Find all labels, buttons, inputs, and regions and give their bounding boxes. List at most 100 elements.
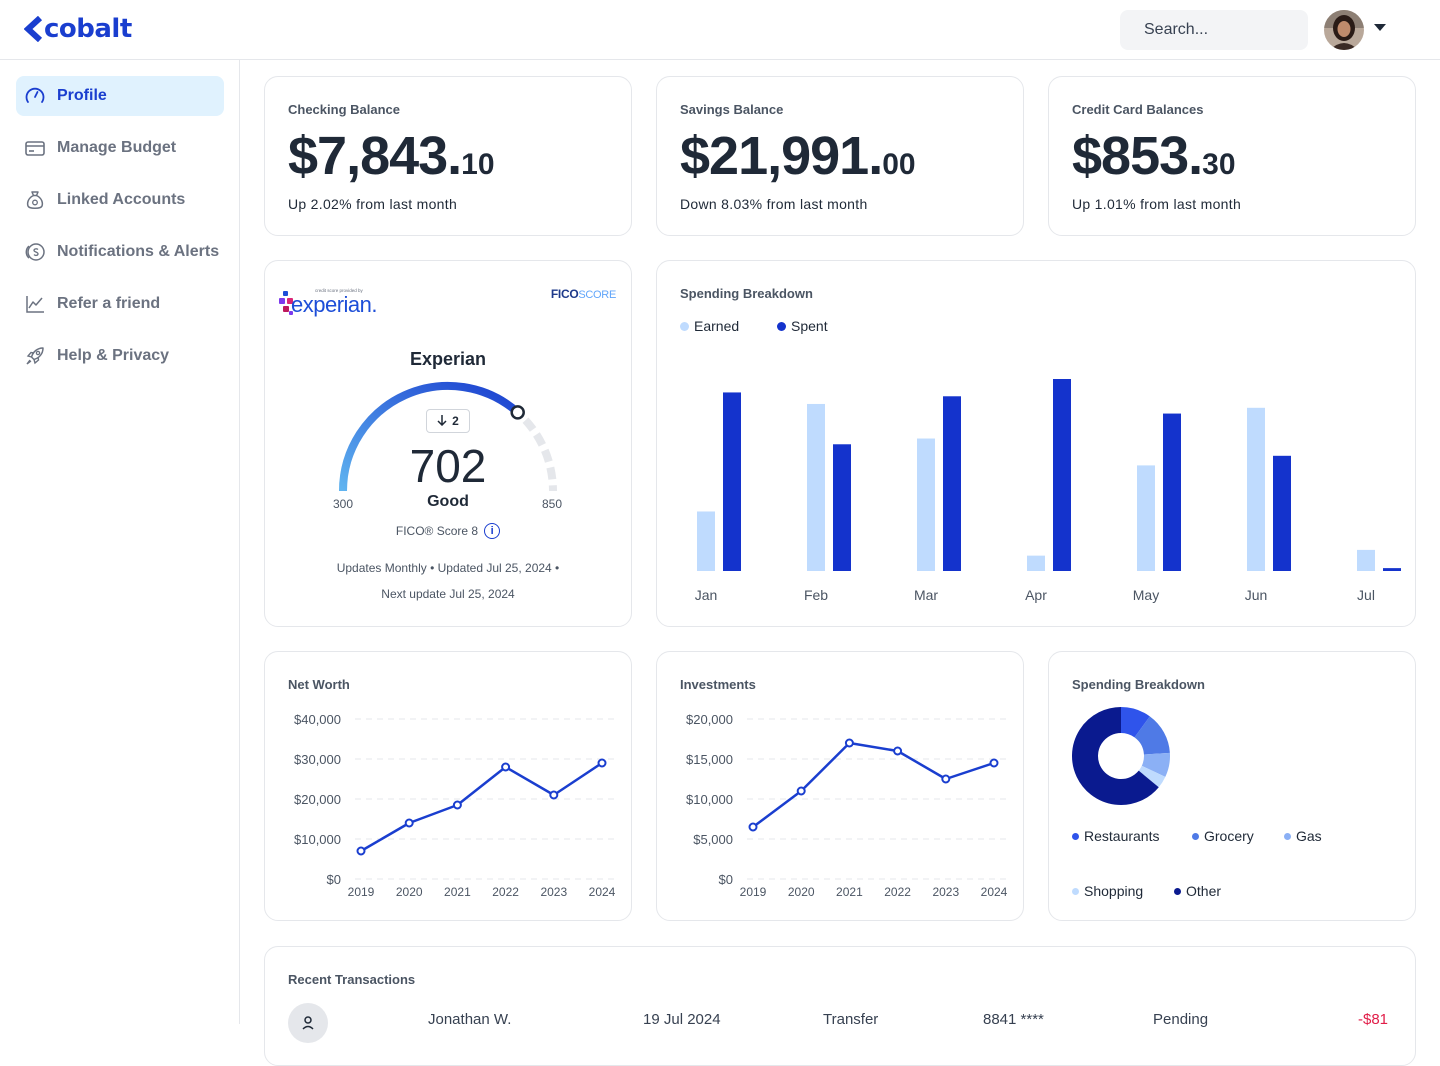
x-tick-label: 2023 [540,885,567,899]
donut-slice-restaurants[interactable] [1120,707,1150,738]
arrow-down-icon [437,414,447,429]
legend-grocery[interactable]: Grocery [1192,828,1254,844]
donut-slice-grocery[interactable] [1133,716,1170,756]
fico-model-line: FICO® Score 8 i [265,523,631,539]
top-header: cobalt [0,0,1440,60]
donut-slice-shopping[interactable] [1138,765,1166,788]
x-tick-label: Jan [695,587,718,603]
data-point-2021[interactable] [844,738,854,748]
data-point-2023[interactable] [549,790,559,800]
data-point-2020[interactable] [404,818,414,828]
legend-label: Restaurants [1084,828,1160,844]
investments-line-chart: $0 $5,000 $10,000 $15,000 $20,000 2019 2020 202… [686,712,1008,899]
y-tick-label: $0 [719,872,733,887]
transaction-type: Transfer [823,1011,879,1028]
fico-score-logo: FICOSCORE [551,287,616,301]
cobalt-logo[interactable]: cobalt [24,14,132,44]
coin-icon [24,241,46,263]
transaction-status: Pending [1153,1011,1209,1028]
provider-logo-text: experian. [291,292,377,317]
x-tick-label: Jun [1245,587,1268,603]
bar-earned-feb[interactable] [807,403,825,571]
legend-earned[interactable]: Earned [680,318,739,334]
info-icon[interactable]: i [484,523,501,539]
x-tick-label: 2023 [932,885,959,899]
sidebar-item-notifications-alerts[interactable]: Notifications & Alerts [16,232,224,272]
data-point-2021[interactable] [452,800,462,810]
x-tick-label: 2021 [836,885,863,899]
data-point-2024[interactable] [989,758,999,768]
bar-spent-jan[interactable] [723,392,741,571]
y-tick-label: $0 [327,872,341,887]
bar-earned-apr[interactable] [1027,555,1045,571]
balance-change: Up 2.02% from last month [288,196,458,212]
balance-dollars: $7,843. [288,126,462,186]
fico-logo-suffix: SCORE [578,289,616,301]
x-tick-label: 2024 [981,885,1008,899]
legend-spent[interactable]: Spent [777,318,828,334]
data-point-2022[interactable] [893,746,903,756]
bar-earned-jul[interactable] [1357,549,1375,571]
data-point-2024[interactable] [597,758,607,768]
card-title: Spending Breakdown [1072,677,1205,692]
balance-cents: 30 [1202,148,1236,181]
fico-logo-text: FICO [550,287,579,301]
sidebar-item-refer-a-friend[interactable]: Refer a friend [16,284,224,324]
card-title: Recent Transactions [288,972,416,987]
bar-earned-jan[interactable] [697,511,715,571]
spending-breakdown-donut-card: Spending Breakdown Restaurants Grocery G… [1048,651,1416,921]
balance-amount: $7,843.10 [288,125,495,187]
credit-score-rating: Good [427,493,469,510]
sidebar-item-help-privacy[interactable]: Help & Privacy [16,336,224,376]
balance-cents: 00 [882,148,916,181]
data-point-2020[interactable] [796,786,806,796]
sidebar-item-label: Linked Accounts [57,191,186,208]
bar-earned-mar[interactable] [917,438,935,571]
avatar[interactable] [1324,10,1364,50]
transaction-date: 19 Jul 2024 [643,1011,721,1028]
bar-earned-jun[interactable] [1247,407,1265,571]
data-point-2022[interactable] [501,762,511,772]
search-input[interactable] [1120,10,1308,50]
data-point-2023[interactable] [941,774,951,784]
bar-spent-jun[interactable] [1273,455,1291,571]
sidebar-item-profile[interactable]: Profile [16,76,224,116]
y-tick-label: $30,000 [294,752,341,767]
bar-spent-may[interactable] [1163,413,1181,571]
bar-spent-apr[interactable] [1053,379,1071,571]
legend-dot [1174,887,1181,895]
sidebar-item-label: Help & Privacy [57,347,170,364]
sidebar-item-linked-accounts[interactable]: Linked Accounts [16,180,224,220]
x-tick-label: 2019 [348,885,375,899]
y-tick-label: $20,000 [686,712,733,727]
legend-label: Gas [1296,828,1322,844]
bar-spent-feb[interactable] [833,444,851,571]
brand-name: cobalt [44,14,132,44]
score-max-label: 850 [542,497,563,511]
y-tick-label: $5,000 [693,832,733,847]
legend-restaurants[interactable]: Restaurants [1072,828,1159,844]
table-row[interactable]: Jonathan W. 19 Jul 2024 Transfer 8841 **… [265,1001,1415,1043]
donut-slice-other[interactable] [1072,707,1159,805]
data-point-2019[interactable] [356,846,366,856]
account-dropdown-caret-icon[interactable] [1374,24,1386,31]
legend-other[interactable]: Other [1174,883,1221,899]
balance-dollars: $853. [1072,126,1203,186]
gauge-fill [339,381,521,492]
data-point-2019[interactable] [748,822,758,832]
legend-gas[interactable]: Gas [1284,828,1322,844]
sidebar-item-manage-budget[interactable]: Manage Budget [16,128,224,168]
bar-spent-jul[interactable] [1383,568,1401,571]
bar-spent-mar[interactable] [943,396,961,571]
legend-dot [1072,887,1079,895]
donut-slice-gas[interactable] [1141,752,1170,777]
legend-shopping[interactable]: Shopping [1072,883,1143,899]
balance-cents: 10 [461,148,495,181]
balance-dollars: $21,991. [680,126,883,186]
x-tick-label: Mar [914,587,938,603]
score-min-label: 300 [333,497,354,511]
x-tick-label: 2020 [788,885,815,899]
update-frequency: Updates Monthly • Updated Jul 25, 2024 • [336,561,560,575]
experian-logo: credit score provided by experian. [279,287,389,332]
bar-earned-may[interactable] [1137,465,1155,571]
